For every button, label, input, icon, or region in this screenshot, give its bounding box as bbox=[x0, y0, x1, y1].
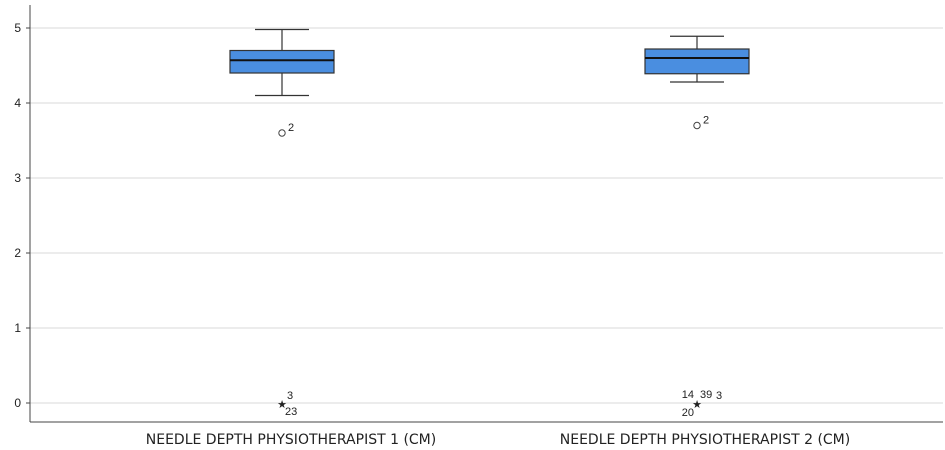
y-tick-label-4: 4 bbox=[14, 96, 21, 110]
y-tick-label-5: 5 bbox=[14, 21, 21, 35]
outlier-case-label: 2 bbox=[288, 122, 294, 134]
category-labels: NEEDLE DEPTH PHYSIOTHERAPIST 1 (CM) NEED… bbox=[146, 432, 850, 448]
extreme-marker-1: ★ bbox=[277, 399, 287, 411]
extreme-marker-1: ★ bbox=[692, 399, 702, 411]
y-tick-label-3: 3 bbox=[14, 171, 21, 185]
extreme-case-label: 14 bbox=[682, 389, 694, 401]
y-tick-labels: 0 1 2 3 4 5 bbox=[14, 21, 21, 410]
category-label-2: NEEDLE DEPTH PHYSIOTHERAPIST 2 (CM) bbox=[560, 432, 850, 448]
extreme-case-label: 39 bbox=[700, 389, 712, 401]
iqr-box bbox=[644, 48, 750, 75]
box-1: 2 ★3 23 bbox=[229, 28, 335, 418]
extreme-case-label: 20 bbox=[682, 407, 694, 419]
extreme-case-label: 3 bbox=[716, 390, 722, 402]
outlier-case-label: 2 bbox=[703, 115, 709, 127]
outlier-marker-1 bbox=[693, 121, 701, 130]
gridlines bbox=[30, 27, 943, 404]
extreme-case-label: 23 bbox=[285, 406, 297, 418]
y-tick-label-1: 1 bbox=[14, 321, 21, 335]
iqr-box bbox=[229, 49, 335, 74]
axes bbox=[26, 5, 943, 423]
category-label-1: NEEDLE DEPTH PHYSIOTHERAPIST 1 (CM) bbox=[146, 432, 436, 448]
box-2: 2 ★14 39 3 20 bbox=[644, 35, 750, 419]
outlier-marker-1 bbox=[278, 129, 286, 137]
y-tick-label-2: 2 bbox=[14, 246, 21, 260]
y-tick-label-0: 0 bbox=[14, 396, 21, 410]
extreme-case-label: 3 bbox=[287, 390, 293, 402]
